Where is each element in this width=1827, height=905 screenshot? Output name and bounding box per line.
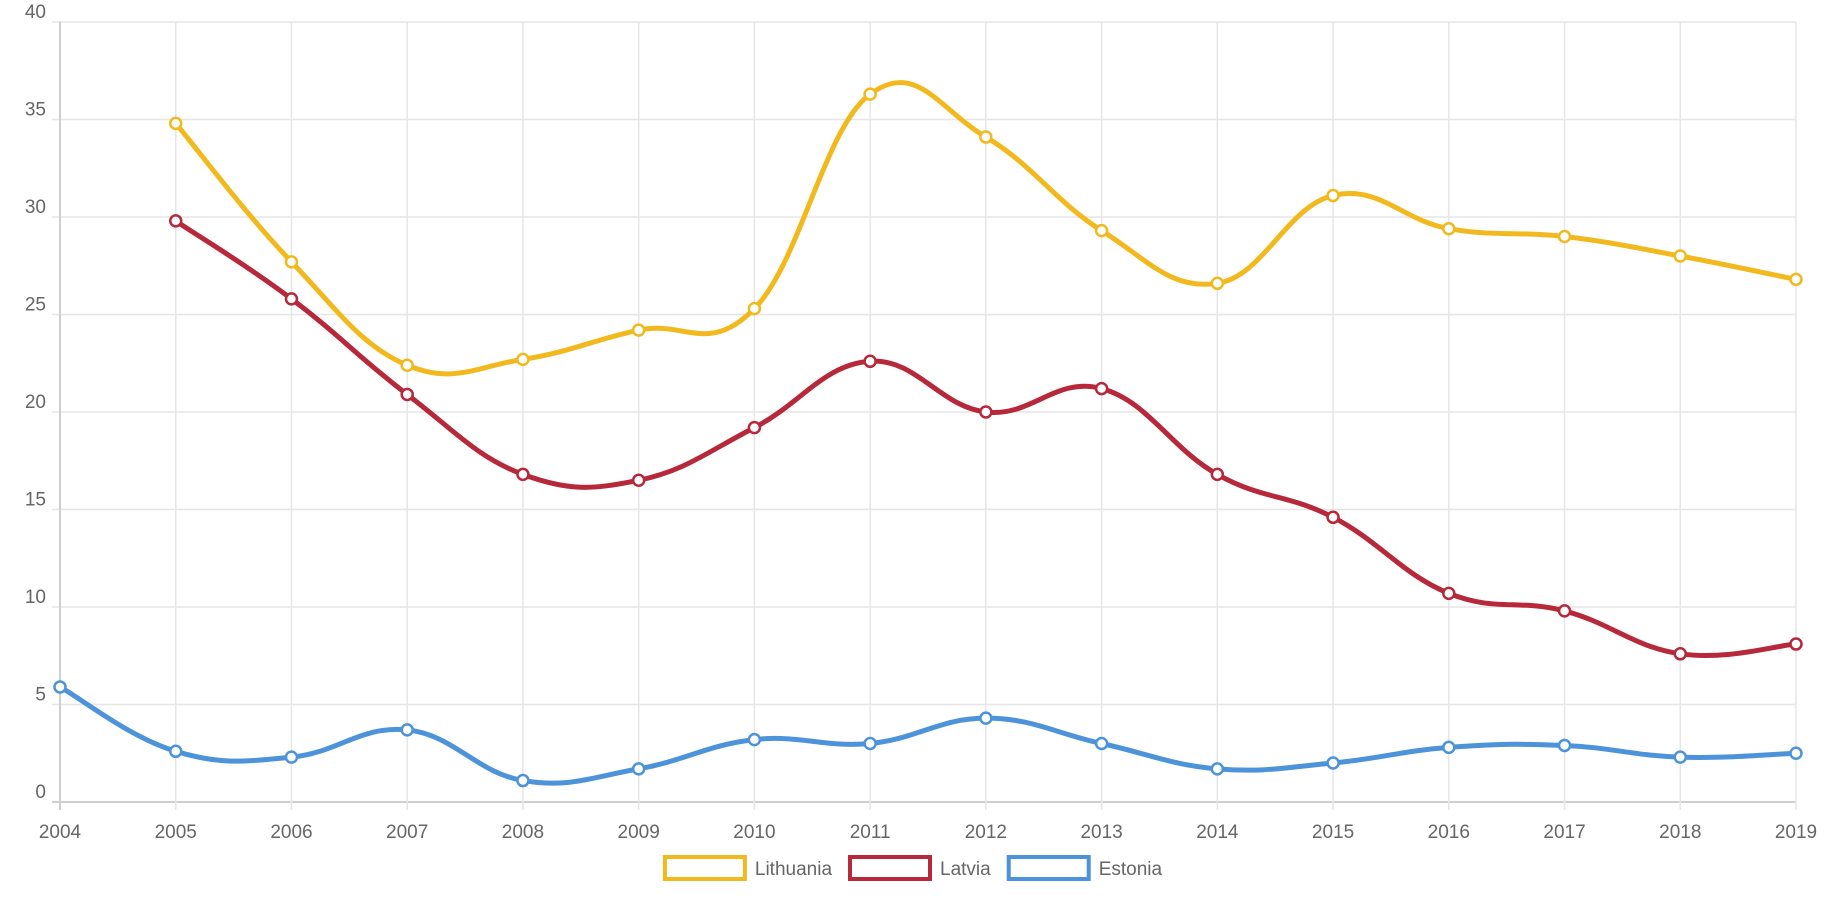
data-point-latvia[interactable]	[1326, 510, 1340, 525]
data-point-lithuania[interactable]	[747, 301, 762, 316]
x-tick-label: 2011	[850, 822, 891, 843]
data-point-latvia[interactable]	[979, 405, 993, 419]
y-tick-label: 20	[25, 392, 46, 413]
y-tick-label: 25	[25, 295, 46, 316]
legend-label-estonia: Estonia	[1099, 859, 1163, 880]
x-tick-label: 2007	[386, 822, 428, 843]
x-tick-label: 2013	[1080, 822, 1122, 843]
data-point-estonia[interactable]	[631, 762, 646, 776]
data-point-estonia[interactable]	[979, 711, 993, 725]
x-tick-label: 2018	[1659, 822, 1701, 843]
data-point-lithuania[interactable]	[1442, 221, 1456, 236]
grid	[52, 21, 1797, 810]
series-line-estonia	[57, 684, 1799, 786]
x-tick-label: 2012	[965, 822, 1007, 843]
data-point-lithuania[interactable]	[979, 130, 993, 144]
legend-swatch-estonia	[1006, 855, 1091, 881]
legend-swatch-lithuania	[662, 855, 747, 881]
y-tick-label: 10	[25, 587, 46, 608]
data-point-latvia[interactable]	[631, 473, 646, 487]
y-tick-label: 0	[35, 782, 46, 803]
data-point-estonia[interactable]	[1326, 756, 1340, 770]
data-point-latvia[interactable]	[168, 214, 183, 228]
data-point-estonia[interactable]	[1557, 738, 1572, 753]
x-tick-label: 2005	[155, 822, 197, 843]
data-point-estonia[interactable]	[747, 732, 762, 747]
legend-item-estonia[interactable]: Estonia	[1006, 855, 1163, 881]
data-point-lithuania[interactable]	[1673, 249, 1688, 263]
x-tick-label: 2016	[1428, 822, 1470, 843]
series	[53, 80, 1803, 788]
x-tick-label: 2019	[1775, 822, 1817, 843]
legend-swatch-latvia	[848, 855, 933, 881]
data-point-estonia[interactable]	[284, 750, 299, 764]
data-point-lithuania[interactable]	[863, 87, 877, 101]
data-point-lithuania[interactable]	[1557, 229, 1572, 244]
y-tick-label: 15	[25, 490, 46, 511]
x-tick-label: 2006	[270, 822, 312, 843]
data-point-latvia[interactable]	[1210, 467, 1225, 482]
x-tick-label: 2015	[1312, 822, 1354, 843]
x-tick-label: 2004	[39, 822, 82, 843]
legend-label-latvia: Latvia	[940, 859, 991, 880]
data-point-estonia[interactable]	[400, 723, 414, 737]
x-tick-label: 2009	[618, 822, 660, 843]
axes: 0 5 10 15 20 25 30 35 40 2004 2005 2006 2007 2008 2009…	[25, 2, 1817, 843]
series-latvia	[168, 214, 1803, 661]
data-point-lithuania[interactable]	[400, 358, 414, 372]
data-point-lithuania[interactable]	[1326, 188, 1340, 203]
x-tick-label: 2017	[1543, 822, 1585, 843]
data-point-latvia[interactable]	[516, 467, 530, 482]
data-point-lithuania[interactable]	[1789, 272, 1803, 287]
x-tick-label: 2008	[502, 822, 544, 843]
data-point-latvia[interactable]	[747, 420, 762, 435]
legend-label-lithuania: Lithuania	[755, 859, 833, 880]
data-point-estonia[interactable]	[53, 680, 67, 694]
data-point-estonia[interactable]	[1673, 750, 1688, 764]
data-point-estonia[interactable]	[516, 773, 530, 788]
data-point-estonia[interactable]	[1210, 762, 1225, 776]
x-tick-label: 2014	[1196, 822, 1239, 843]
data-point-lithuania[interactable]	[516, 352, 530, 367]
data-point-estonia[interactable]	[863, 736, 877, 751]
data-point-lithuania[interactable]	[168, 116, 183, 131]
data-point-lithuania[interactable]	[631, 323, 646, 337]
legend: Lithuania Latvia Estonia	[662, 855, 1163, 881]
y-tick-label: 40	[25, 2, 46, 23]
data-point-latvia[interactable]	[1094, 381, 1109, 396]
data-point-latvia[interactable]	[863, 354, 877, 369]
y-tick-label: 5	[35, 685, 46, 706]
series-estonia	[53, 680, 1803, 788]
data-point-lithuania[interactable]	[1210, 276, 1225, 291]
data-point-latvia[interactable]	[1673, 647, 1688, 661]
data-point-latvia[interactable]	[284, 292, 299, 306]
data-point-estonia[interactable]	[1789, 746, 1803, 760]
data-point-latvia[interactable]	[1442, 586, 1456, 601]
data-point-estonia[interactable]	[168, 744, 183, 759]
data-point-estonia[interactable]	[1442, 740, 1456, 755]
legend-item-latvia[interactable]: Latvia	[848, 855, 991, 881]
y-tick-label: 35	[25, 100, 46, 121]
data-point-lithuania[interactable]	[284, 255, 299, 269]
data-point-lithuania[interactable]	[1094, 223, 1109, 238]
data-point-latvia[interactable]	[1557, 604, 1572, 618]
y-tick-label: 30	[25, 197, 46, 218]
data-point-estonia[interactable]	[1094, 736, 1109, 751]
series-lithuania	[168, 80, 1803, 377]
data-point-latvia[interactable]	[400, 387, 414, 402]
series-line-lithuania	[173, 80, 1799, 377]
data-point-latvia[interactable]	[1789, 637, 1803, 651]
legend-item-lithuania[interactable]: Lithuania	[662, 855, 833, 881]
x-tick-label: 2010	[733, 822, 775, 843]
